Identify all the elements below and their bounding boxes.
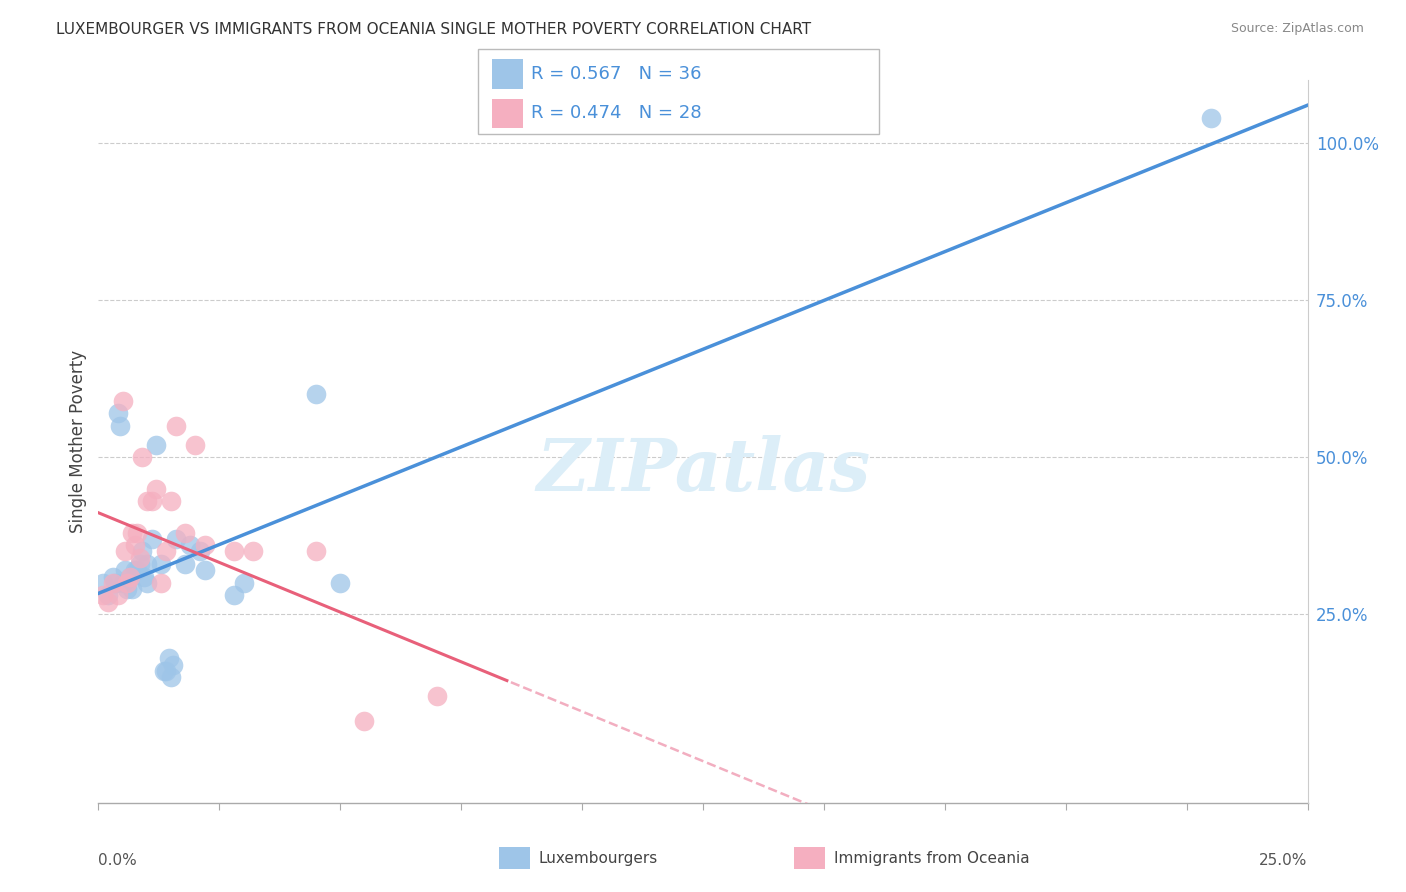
Point bbox=[131, 450, 153, 465]
Point bbox=[107, 406, 129, 420]
Point bbox=[127, 563, 149, 577]
Point bbox=[232, 575, 254, 590]
Point bbox=[97, 595, 120, 609]
Point bbox=[118, 569, 141, 583]
Point bbox=[107, 589, 129, 603]
Y-axis label: Single Mother Poverty: Single Mother Poverty bbox=[69, 350, 87, 533]
Point bbox=[108, 418, 131, 433]
Point bbox=[128, 557, 150, 571]
Point bbox=[426, 689, 449, 703]
Point bbox=[305, 387, 328, 401]
Text: ZIPatlas: ZIPatlas bbox=[536, 435, 870, 506]
Point bbox=[353, 714, 375, 728]
Point bbox=[150, 575, 173, 590]
Point bbox=[124, 538, 146, 552]
Point bbox=[117, 575, 139, 590]
Point bbox=[155, 544, 177, 558]
Point bbox=[118, 569, 141, 583]
Point bbox=[242, 544, 264, 558]
Point bbox=[141, 532, 163, 546]
Point bbox=[131, 544, 153, 558]
Point bbox=[194, 563, 217, 577]
Text: R = 0.567   N = 36: R = 0.567 N = 36 bbox=[531, 65, 702, 83]
Text: 25.0%: 25.0% bbox=[1260, 854, 1308, 869]
Point bbox=[179, 538, 201, 552]
Point bbox=[1199, 111, 1222, 125]
Point bbox=[165, 532, 187, 546]
Point bbox=[145, 438, 167, 452]
Point bbox=[101, 575, 124, 590]
Point bbox=[101, 569, 124, 583]
Point bbox=[174, 525, 197, 540]
Point bbox=[150, 557, 173, 571]
Point bbox=[97, 589, 120, 603]
Point bbox=[160, 670, 183, 684]
Point bbox=[121, 525, 143, 540]
Point bbox=[160, 494, 183, 508]
Point bbox=[111, 393, 134, 408]
Point bbox=[134, 569, 156, 583]
Point bbox=[104, 575, 127, 590]
Text: 0.0%: 0.0% bbox=[98, 854, 138, 869]
Point bbox=[114, 544, 136, 558]
Point bbox=[194, 538, 217, 552]
Point bbox=[184, 438, 207, 452]
Point bbox=[162, 657, 184, 672]
Point bbox=[157, 651, 180, 665]
Point bbox=[141, 494, 163, 508]
Point bbox=[135, 494, 157, 508]
Point bbox=[121, 582, 143, 597]
Point bbox=[155, 664, 177, 678]
Point bbox=[222, 589, 245, 603]
Point bbox=[111, 575, 134, 590]
Text: LUXEMBOURGER VS IMMIGRANTS FROM OCEANIA SINGLE MOTHER POVERTY CORRELATION CHART: LUXEMBOURGER VS IMMIGRANTS FROM OCEANIA … bbox=[56, 22, 811, 37]
Text: R = 0.474   N = 28: R = 0.474 N = 28 bbox=[531, 104, 702, 122]
Point bbox=[114, 563, 136, 577]
Point bbox=[124, 563, 146, 577]
Point bbox=[117, 582, 139, 597]
Text: Immigrants from Oceania: Immigrants from Oceania bbox=[834, 851, 1029, 865]
Point bbox=[135, 557, 157, 571]
Point bbox=[135, 575, 157, 590]
Point bbox=[127, 525, 149, 540]
Point bbox=[305, 544, 328, 558]
Point bbox=[152, 664, 174, 678]
Point bbox=[91, 589, 114, 603]
Text: Luxembourgers: Luxembourgers bbox=[538, 851, 658, 865]
Point bbox=[329, 575, 352, 590]
Text: Source: ZipAtlas.com: Source: ZipAtlas.com bbox=[1230, 22, 1364, 36]
Point bbox=[91, 575, 114, 590]
Point bbox=[188, 544, 211, 558]
Point bbox=[174, 557, 197, 571]
Point bbox=[165, 418, 187, 433]
Point bbox=[128, 550, 150, 565]
Point bbox=[222, 544, 245, 558]
Point bbox=[145, 482, 167, 496]
